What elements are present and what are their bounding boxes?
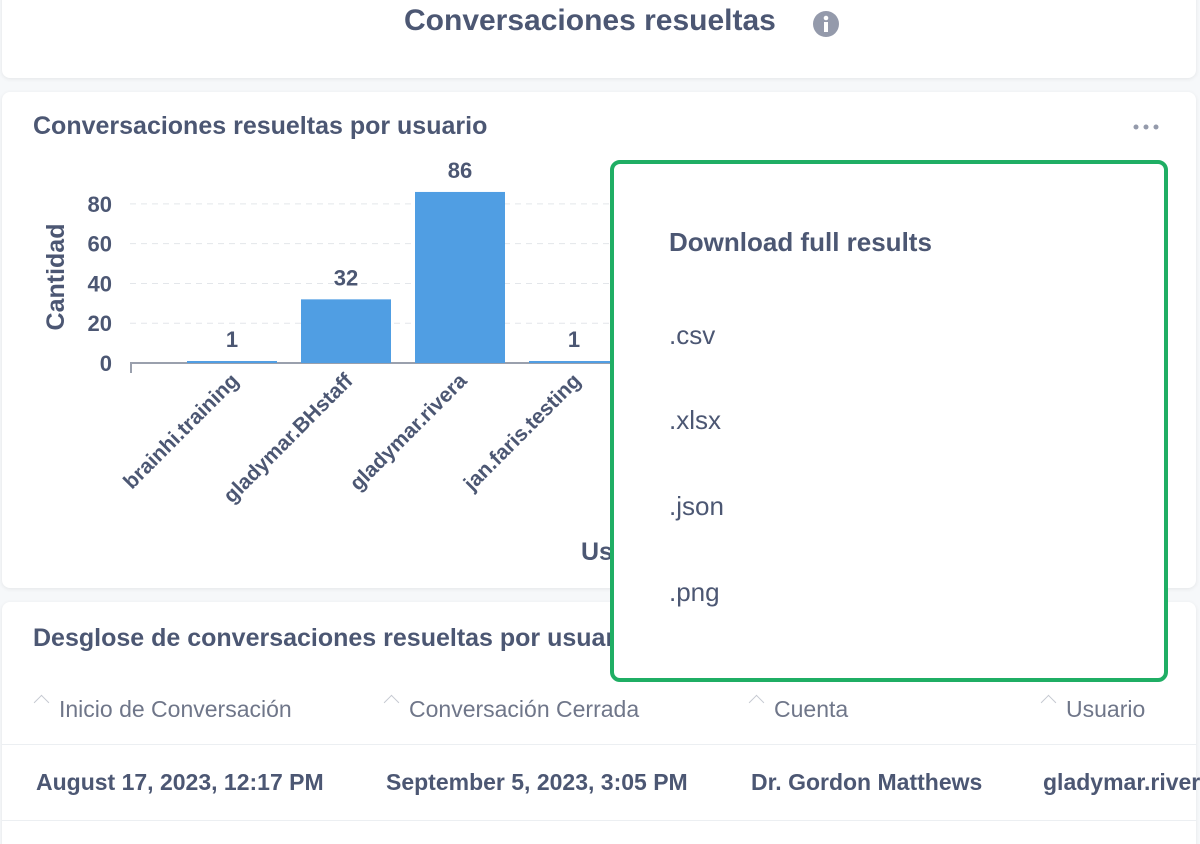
table-cell: gladymar.rivera: [1043, 769, 1200, 795]
row-divider: [2, 744, 1196, 745]
y-tick-label: 0: [100, 351, 112, 376]
x-tick-label: gladymar.BHstaff: [219, 369, 358, 508]
y-axis-title: Cantidad: [42, 224, 70, 331]
x-tick-label: jan.faris.testing: [459, 369, 586, 496]
y-tick-label: 40: [88, 271, 112, 296]
header-card: Conversaciones resueltas: [2, 0, 1196, 78]
y-tick-label: 80: [88, 192, 112, 217]
x-tick-label: gladymar.rivera: [345, 369, 471, 495]
column-header[interactable]: Cuenta: [774, 696, 849, 722]
table-title: Desglose de conversaciones resueltas por…: [33, 624, 638, 652]
table-cell: August 17, 2023, 12:17 PM: [36, 769, 324, 795]
bar: [415, 191, 505, 363]
value-label: 1: [568, 327, 580, 352]
download-menu: Download full results .csv .xlsx .json .…: [610, 160, 1168, 682]
bar: [529, 361, 619, 363]
column-header[interactable]: Usuario: [1066, 696, 1146, 722]
value-label: 86: [448, 158, 472, 183]
y-tick-label: 20: [88, 311, 112, 336]
menu-item[interactable]: .xlsx: [669, 405, 721, 435]
bar: [187, 361, 277, 363]
column-header[interactable]: Conversación Cerrada: [409, 696, 640, 722]
value-label: 1: [226, 327, 238, 352]
info-icon[interactable]: [812, 10, 840, 38]
y-tick-label: 60: [88, 232, 112, 257]
menu-title: Download full results: [669, 227, 932, 257]
dashboard-title: Conversaciones resueltas: [404, 4, 776, 37]
column-header[interactable]: Inicio de Conversación: [59, 696, 292, 722]
row-divider: [2, 820, 1196, 821]
chart-title: Conversaciones resueltas por usuario: [33, 112, 488, 140]
more-icon[interactable]: [1132, 122, 1164, 132]
x-tick-label: brainhi.training: [119, 369, 243, 493]
table-cell: Dr. Gordon Matthews: [751, 769, 983, 795]
menu-item[interactable]: .json: [669, 491, 724, 521]
menu-item[interactable]: .csv: [669, 320, 716, 350]
table-cell: September 5, 2023, 3:05 PM: [386, 769, 688, 795]
bar: [301, 299, 391, 363]
chart: 020406080CantidadUsuario1brainhi.trainin…: [42, 158, 674, 566]
menu-item[interactable]: .png: [669, 577, 720, 607]
value-label: 32: [334, 265, 358, 290]
